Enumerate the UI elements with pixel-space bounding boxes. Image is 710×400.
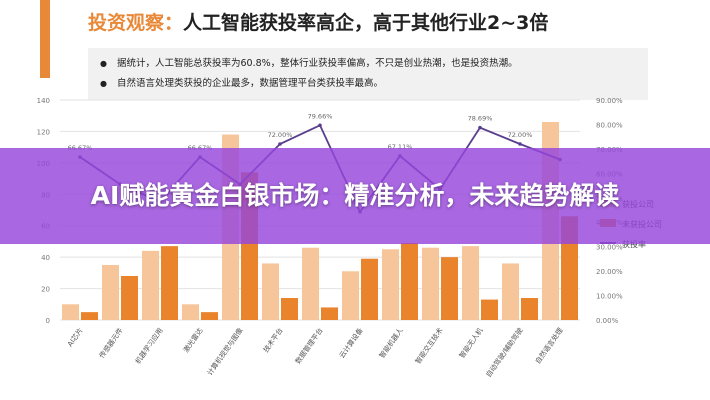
x-tick-label: 自动驾驶/辅助驾驶 — [484, 326, 525, 379]
title-rest: 人工智能获投率高企，高于其他行业2~3倍 — [183, 12, 549, 34]
bar-unfunded — [321, 307, 338, 320]
bar-funded — [102, 265, 119, 320]
bar-unfunded — [401, 243, 418, 320]
y-right-tick-label: 10.00% — [596, 293, 623, 301]
x-tick-label: 自然语言处理 — [533, 326, 564, 366]
bar-funded — [182, 304, 199, 320]
bullet-item-1: 据统计，人工智能总获投率为60.8%，整体行业获投率偏高，不只是创业热潮，也是投… — [100, 54, 636, 74]
bar-unfunded — [361, 258, 378, 320]
x-tick-label: 智能交互技术 — [413, 326, 444, 366]
y-left-tick-label: 140 — [37, 97, 50, 105]
bar-funded — [342, 271, 359, 320]
bullet-box: 据统计，人工智能总获投率为60.8%，整体行业获投率偏高，不只是创业热潮，也是投… — [88, 48, 648, 100]
bar-funded — [502, 263, 519, 320]
y-left-tick-label: 0 — [46, 317, 50, 325]
bar-funded — [62, 304, 79, 320]
bar-unfunded — [441, 257, 458, 320]
line-point — [278, 142, 282, 146]
title-lead: 投资观察： — [88, 12, 184, 34]
accent-bar — [40, 0, 50, 78]
x-tick-label: 智能无人机 — [457, 326, 484, 360]
y-right-tick-label: 30.00% — [596, 244, 623, 252]
y-left-tick-label: 40 — [41, 254, 50, 262]
title-overlay-banner: AI赋能黄金白银市场：精准分析，未来趋势解读 — [0, 148, 710, 244]
x-tick-label: 计算机视觉与图像 — [205, 326, 244, 377]
bar-funded — [302, 247, 319, 320]
x-tick-label: 激光雷达 — [181, 326, 204, 354]
bar-unfunded — [161, 246, 178, 320]
y-right-tick-label: 20.00% — [596, 268, 623, 276]
bar-unfunded — [521, 298, 538, 320]
bar-funded — [462, 246, 479, 320]
line-point — [518, 142, 522, 146]
y-left-tick-label: 120 — [37, 128, 50, 136]
overlay-title: AI赋能黄金白银市场：精准分析，未来趋势解读 — [90, 181, 620, 210]
data-label: 72.00% — [268, 131, 293, 139]
x-tick-label: 智能机器人 — [377, 326, 404, 360]
y-left-tick-label: 20 — [41, 286, 50, 294]
page-title: 投资观察：人工智能获投率高企，高于其他行业2~3倍 — [88, 8, 548, 35]
bar-funded — [262, 263, 279, 320]
data-label: 78.69% — [468, 115, 493, 123]
y-right-tick-label: 0.00% — [596, 317, 619, 325]
legend-label-rate: 获投率 — [622, 239, 646, 249]
data-label: 72.00% — [508, 131, 533, 139]
x-tick-label: 技术平台 — [261, 326, 284, 354]
x-tick-label: 传感器元件 — [97, 326, 124, 360]
bar-unfunded — [201, 312, 218, 320]
bar-unfunded — [81, 312, 98, 320]
y-right-tick-label: 80.00% — [596, 121, 623, 129]
data-label: 79.66% — [308, 112, 333, 120]
bullet-item-2: 自然语言处理类获投的企业最多，数据管理平台类获投率最高。 — [100, 74, 636, 94]
bar-funded — [382, 249, 399, 320]
bar-unfunded — [481, 299, 498, 320]
y-right-tick-label: 90.00% — [596, 97, 623, 105]
bar-unfunded — [121, 276, 138, 320]
x-tick-label: AI芯片 — [65, 326, 84, 348]
data-label: 67.11% — [388, 143, 413, 151]
bar-unfunded — [281, 298, 298, 320]
line-point — [318, 123, 322, 128]
x-tick-label: 云计算设备 — [337, 326, 364, 360]
line-point — [478, 125, 482, 130]
x-tick-label: 数据管理平台 — [293, 326, 324, 366]
bar-funded — [142, 250, 159, 320]
bar-funded — [422, 247, 439, 320]
x-tick-label: 机器学习应用 — [133, 326, 164, 366]
